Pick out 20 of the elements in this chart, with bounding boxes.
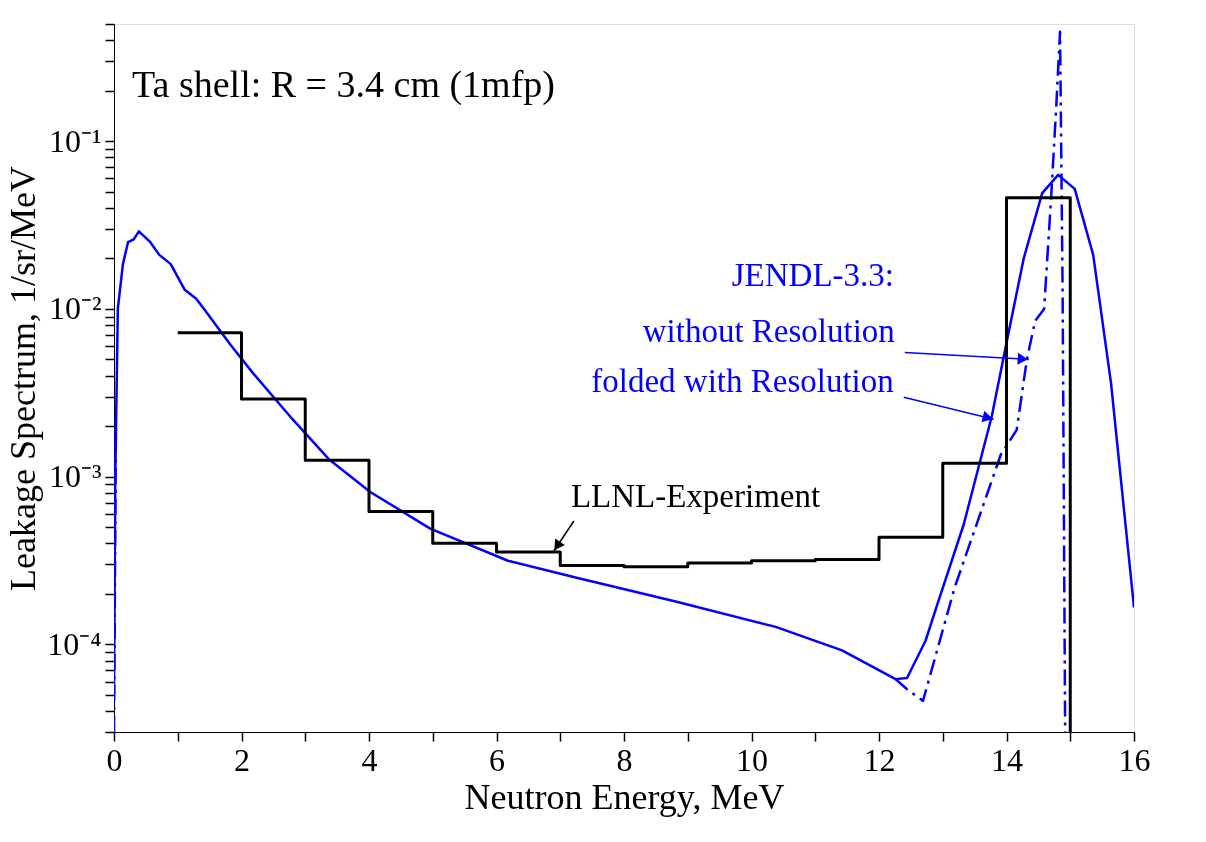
y-axis-title: Leakage Spectrum, 1/sr/MeV xyxy=(3,166,44,591)
x-tick-label: 14 xyxy=(991,741,1023,778)
y-tick-label: 10⁻³ xyxy=(48,458,102,495)
x-tick-label: 8 xyxy=(616,741,633,778)
annotation: folded with Resolution xyxy=(591,363,894,400)
annotation: LLNL-Experiment xyxy=(570,478,821,515)
y-tick-label: 10⁻² xyxy=(48,290,102,327)
annotation: without Resolution xyxy=(642,313,895,350)
annotation: JENDL-3.3: xyxy=(731,257,894,293)
x-tick-label: 4 xyxy=(361,741,378,778)
annotation: Ta shell: R = 3.4 cm (1mfp) xyxy=(132,63,555,106)
x-axis-title: Neutron Energy, MeV xyxy=(464,776,785,817)
x-tick-label: 6 xyxy=(489,741,505,778)
y-tick-label: 10⁻¹ xyxy=(48,122,102,159)
x-tick-label: 2 xyxy=(234,741,250,778)
x-tick-label: 10 xyxy=(736,741,768,778)
x-tick-label: 0 xyxy=(106,741,123,778)
x-tick-label: 12 xyxy=(863,741,896,778)
x-tick-label: 16 xyxy=(1118,741,1151,778)
y-tick-label: 10⁻⁴ xyxy=(47,625,102,662)
